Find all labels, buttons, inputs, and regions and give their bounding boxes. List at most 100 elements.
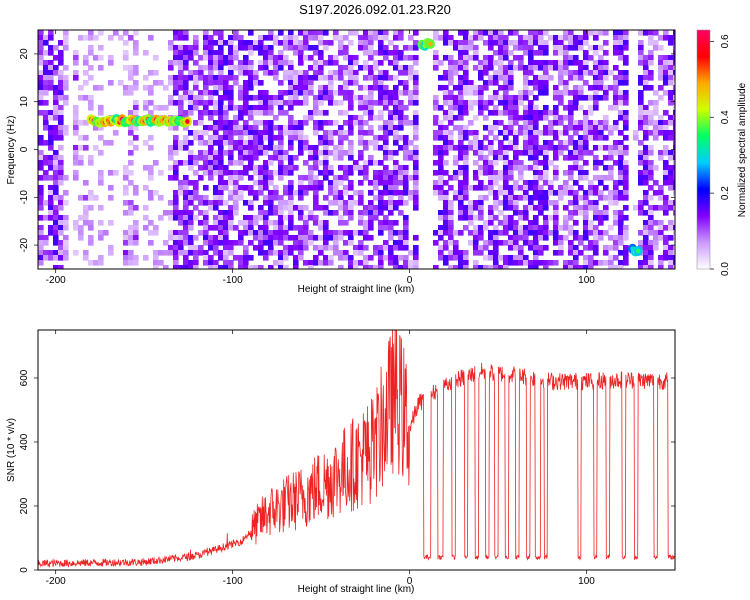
heatmap-cell: [533, 75, 539, 81]
heatmap-cell: [298, 225, 304, 231]
heatmap-cell: [398, 245, 404, 251]
heatmap-cell: [673, 90, 675, 96]
heatmap-cell: [408, 140, 414, 146]
heatmap-cell: [493, 110, 499, 116]
heatmap-cell: [298, 205, 304, 211]
heatmap-cell: [433, 100, 439, 106]
heatmap-cell: [288, 70, 294, 76]
heatmap-cell: [658, 75, 664, 81]
heatmap-cell: [348, 30, 354, 36]
heatmap-cell: [43, 200, 49, 206]
heatmap-cell: [518, 130, 524, 136]
heatmap-cell: [313, 65, 319, 71]
heatmap-cell: [368, 200, 374, 206]
heatmap-cell: [333, 230, 339, 236]
heatmap-cell: [613, 150, 619, 156]
heatmap-cell: [528, 145, 534, 151]
heatmap-cell: [368, 105, 374, 111]
heatmap-cell: [448, 35, 454, 41]
heatmap-cell: [318, 95, 324, 101]
heatmap-cell: [323, 40, 329, 46]
heatmap-cell: [58, 115, 64, 121]
heatmap-cell: [283, 245, 289, 251]
heatmap-cell: [488, 100, 494, 106]
heatmap-cell: [48, 175, 54, 181]
heatmap-cell: [173, 150, 179, 156]
heatmap-cell: [503, 80, 509, 86]
heatmap-cell: [403, 115, 409, 121]
heatmap-cell: [143, 75, 149, 81]
heatmap-cell: [488, 170, 494, 176]
heatmap-cell: [268, 30, 274, 36]
heatmap-cell: [403, 55, 409, 61]
heatmap-cell: [278, 195, 284, 201]
heatmap-cell: [308, 260, 314, 266]
heatmap-cell: [348, 145, 354, 151]
heatmap-cell: [443, 225, 449, 231]
heatmap-cell: [63, 40, 69, 46]
heatmap-cell: [63, 240, 69, 246]
heatmap-cell: [623, 215, 629, 221]
heatmap-cell: [533, 255, 539, 261]
heatmap-cell: [528, 30, 534, 36]
heatmap-cell: [193, 135, 199, 141]
heatmap-cell: [358, 250, 364, 256]
heatmap-cell: [238, 150, 244, 156]
heatmap-cell: [208, 90, 214, 96]
heatmap-cell: [73, 125, 79, 131]
heatmap-cell: [673, 120, 675, 126]
heatmap-cell: [348, 200, 354, 206]
heatmap-cell: [233, 115, 239, 121]
heatmap-cell: [183, 145, 189, 151]
heatmap-cell: [238, 260, 244, 266]
heatmap-cell: [483, 225, 489, 231]
heatmap-cell: [578, 145, 584, 151]
heatmap-cell: [623, 150, 629, 156]
heatmap-cell: [203, 210, 209, 216]
heatmap-cell: [183, 160, 189, 166]
heatmap-cell: [638, 200, 644, 206]
heatmap-cell: [203, 45, 209, 51]
heatmap-cell: [358, 215, 364, 221]
heatmap-cell: [508, 245, 514, 251]
heatmap-cell: [608, 195, 614, 201]
heatmap-cell: [588, 180, 594, 186]
heatmap-cell: [463, 170, 469, 176]
heatmap-cell: [538, 30, 544, 36]
heatmap-cell: [553, 95, 559, 101]
heatmap-cell: [313, 175, 319, 181]
heatmap-cell: [448, 105, 454, 111]
heatmap-cell: [583, 160, 589, 166]
heatmap-cell: [213, 75, 219, 81]
heatmap-cell: [343, 240, 349, 246]
heatmap-cell: [63, 245, 69, 251]
heatmap-cell: [123, 165, 129, 171]
heatmap-y-axis-label: Frequency (Hz): [6, 116, 17, 185]
heatmap-cell: [438, 145, 444, 151]
heatmap-cell: [88, 100, 94, 106]
heatmap-cell: [198, 120, 204, 126]
heatmap-cell: [403, 265, 409, 269]
heatmap-cell: [83, 195, 89, 201]
heatmap-cell: [83, 180, 89, 186]
heatmap-cell: [448, 60, 454, 66]
heatmap-cell: [593, 45, 599, 51]
heatmap-cell: [618, 225, 624, 231]
heatmap-cell: [603, 250, 609, 256]
heatmap-cell: [363, 60, 369, 66]
heatmap-cell: [508, 70, 514, 76]
heatmap-cell: [603, 60, 609, 66]
heatmap-cell: [523, 85, 529, 91]
heatmap-cell: [408, 75, 414, 81]
heatmap-cell: [663, 80, 669, 86]
heatmap-cell: [608, 175, 614, 181]
heatmap-cell: [438, 195, 444, 201]
heatmap-cell: [673, 95, 675, 101]
heatmap-cell: [223, 125, 229, 131]
heatmap-cell: [478, 150, 484, 156]
heatmap-cell: [368, 65, 374, 71]
heatmap-cell: [488, 95, 494, 101]
heatmap-cell: [58, 120, 64, 126]
heatmap-cell: [313, 60, 319, 66]
heatmap-cell: [303, 70, 309, 76]
